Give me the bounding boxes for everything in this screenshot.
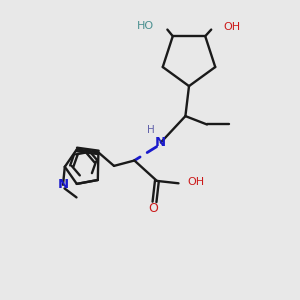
Text: O: O [148, 202, 158, 215]
Text: N: N [57, 178, 69, 191]
Text: OH: OH [224, 22, 241, 32]
Text: HO: HO [137, 21, 154, 31]
Text: N: N [155, 136, 166, 149]
Text: OH: OH [188, 177, 205, 187]
Text: H: H [147, 125, 155, 136]
